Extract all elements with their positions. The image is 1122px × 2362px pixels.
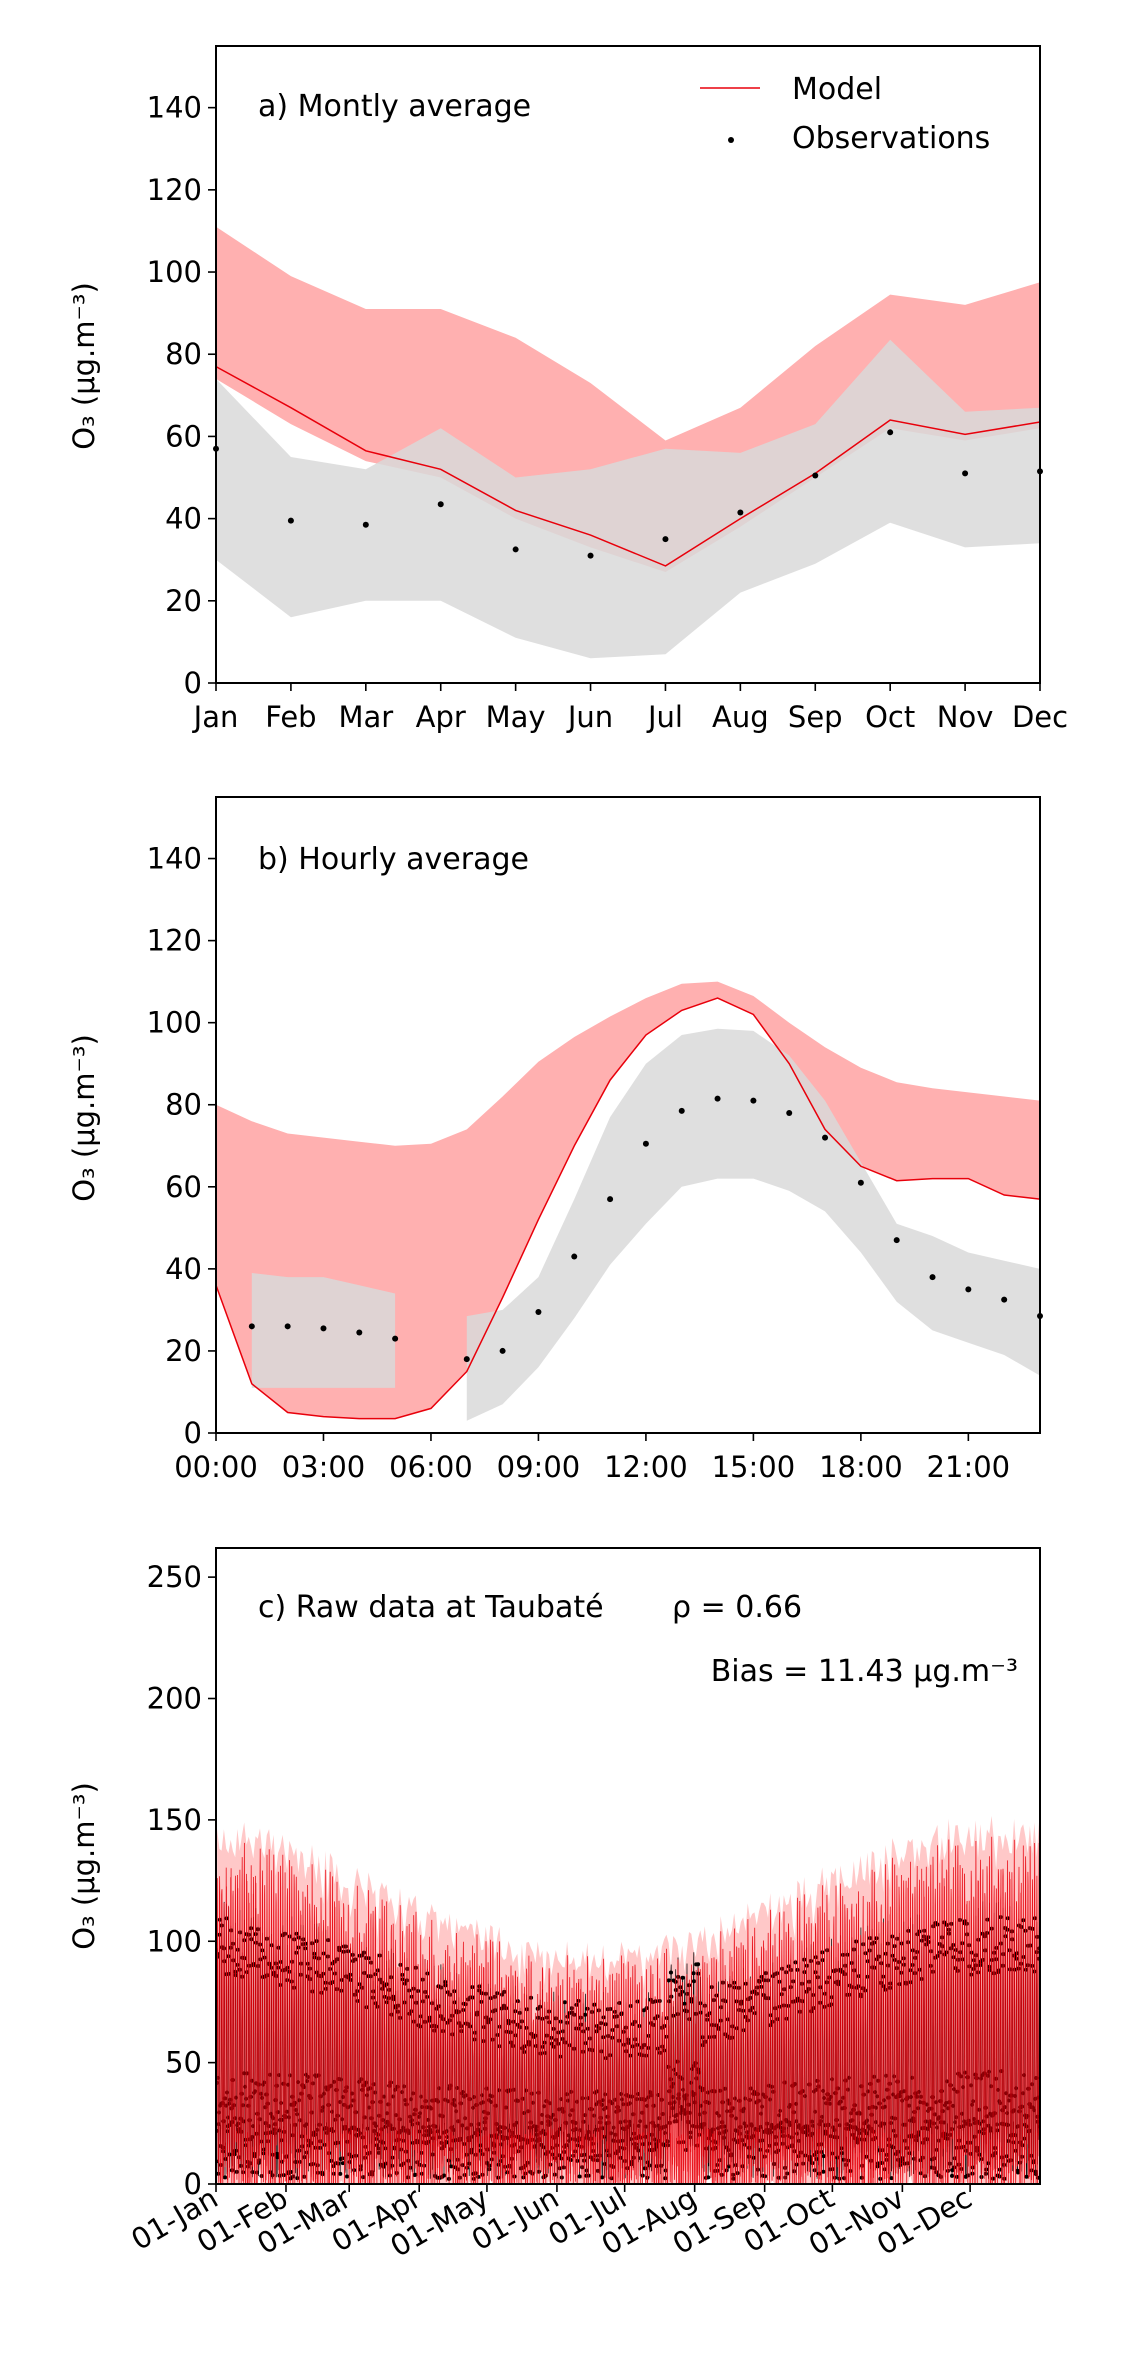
y-tick-label: 0 (184, 2167, 202, 2201)
y-tick-label: 120 (147, 173, 202, 207)
panel-b-hourly: 0 20 40 60 80 100 120 140 00:00 03:00 06:00 09:00 12… (67, 796, 1043, 1484)
x-tick-label: 00:00 (174, 1450, 258, 1484)
observation-point (737, 509, 744, 516)
x-tick-label: Jun (566, 700, 613, 734)
panel-c-frame (215, 1547, 1041, 2185)
panel-b-frame (215, 796, 1041, 1434)
observation-point (662, 536, 669, 543)
model-line (215, 997, 1041, 1420)
x-tick-label: 06:00 (389, 1450, 473, 1484)
observation-point (463, 1356, 470, 1363)
legend-observations-label: Observations (792, 121, 990, 156)
y-tick-label: 20 (165, 584, 202, 618)
y-tick-label: 200 (147, 1682, 202, 1716)
observation-point (535, 1308, 542, 1315)
panel-c-bias: Bias = 11.43 μg.m⁻³ (711, 1654, 1018, 1689)
panel-a-frame (215, 45, 1041, 684)
observation-point (1001, 1296, 1008, 1303)
observation-point (887, 429, 894, 436)
observation-point (857, 1179, 864, 1186)
y-tick-label: 60 (165, 419, 202, 453)
observation-point (893, 1237, 900, 1244)
y-tick-label: 100 (147, 1924, 202, 1958)
observation-point (499, 1347, 506, 1354)
observation-point (678, 1107, 685, 1114)
x-tick-label: 12:00 (604, 1450, 688, 1484)
panel-c-ylabel: O₃ (μg.m⁻³) (67, 1782, 101, 1950)
y-tick-label: 60 (165, 1170, 202, 1204)
y-tick-label: 50 (165, 2046, 202, 2080)
observation-point (287, 517, 294, 524)
x-tick-label: Dec (1012, 700, 1068, 734)
x-tick-label: Aug (712, 700, 769, 734)
observation-point (512, 546, 519, 553)
y-tick-label: 0 (184, 666, 202, 700)
y-tick-label: 100 (147, 1006, 202, 1040)
panel-b-annotation: b) Hourly average (258, 842, 529, 877)
panel-c-annotation: c) Raw data at Taubaté (258, 1590, 604, 1625)
observation-range-band (466, 1028, 1040, 1421)
observation-point (248, 1323, 255, 1330)
x-tick-label: Apr (416, 700, 466, 734)
observation-point (587, 552, 594, 559)
panel-b-ylabel: O₃ (μg.m⁻³) (67, 1034, 101, 1202)
x-tick-label: Jul (646, 700, 683, 734)
x-tick-label: Feb (265, 700, 316, 734)
y-tick-label: 140 (147, 842, 202, 876)
y-tick-label: 120 (147, 924, 202, 958)
observation-point (812, 472, 819, 479)
y-tick-label: 80 (165, 337, 202, 371)
x-tick-label: Mar (338, 700, 393, 734)
observation-point (607, 1196, 614, 1203)
x-tick-label: Oct (865, 700, 915, 734)
y-tick-label: 250 (147, 1560, 202, 1594)
observation-point (362, 521, 369, 528)
observation-point (437, 501, 444, 508)
x-tick-label: May (486, 700, 546, 734)
x-tick-label: 21:00 (927, 1450, 1011, 1484)
observation-point (714, 1095, 721, 1102)
observation-point (642, 1140, 649, 1147)
x-tick-label: 09:00 (497, 1450, 581, 1484)
observation-point (929, 1274, 936, 1281)
model-range-band (216, 981, 1040, 1419)
legend-observations-swatch (728, 137, 734, 143)
observation-point (571, 1253, 578, 1260)
panel-a-ylabel: O₃ (μg.m⁻³) (67, 282, 101, 450)
x-tick-label: Jan (192, 700, 239, 734)
observation-point (786, 1109, 793, 1116)
panel-c-rho: ρ = 0.66 (672, 1590, 802, 1625)
observation-point (392, 1335, 399, 1342)
y-tick-label: 80 (165, 1088, 202, 1122)
observation-point (750, 1097, 757, 1104)
y-tick-label: 40 (165, 1252, 202, 1286)
x-tick-label: Sep (788, 700, 843, 734)
y-tick-label: 150 (147, 1803, 202, 1837)
panel-a-monthly: 0 20 40 60 80 100 120 140 Jan Feb Mar Apr May Jun Jul A… (67, 45, 1068, 734)
observation-point (822, 1134, 829, 1141)
panel-a-annotation: a) Montly average (258, 89, 531, 124)
model-line (215, 365, 1041, 567)
y-tick-label: 100 (147, 255, 202, 289)
model-line (216, 1836, 1040, 2184)
y-tick-label: 140 (147, 91, 202, 125)
model-range-band (216, 226, 1040, 573)
legend-model-label: Model (792, 72, 882, 107)
y-tick-label: 0 (184, 1416, 202, 1450)
x-tick-label: Nov (937, 700, 994, 734)
panel-c-raw: 05010015020025001-Jan01-Feb01-Mar01-Apr0… (67, 1547, 1041, 2264)
observation-point (962, 470, 969, 477)
y-tick-label: 20 (165, 1334, 202, 1368)
y-tick-label: 40 (165, 502, 202, 536)
x-tick-label: 15:00 (712, 1450, 796, 1484)
observation-range-band (216, 339, 1040, 659)
x-tick-label: 18:00 (819, 1450, 903, 1484)
observation-point (320, 1325, 327, 1332)
observation-point (356, 1329, 363, 1336)
observation-point (284, 1323, 291, 1330)
x-tick-label: 03:00 (282, 1450, 366, 1484)
observation-point (965, 1286, 972, 1293)
